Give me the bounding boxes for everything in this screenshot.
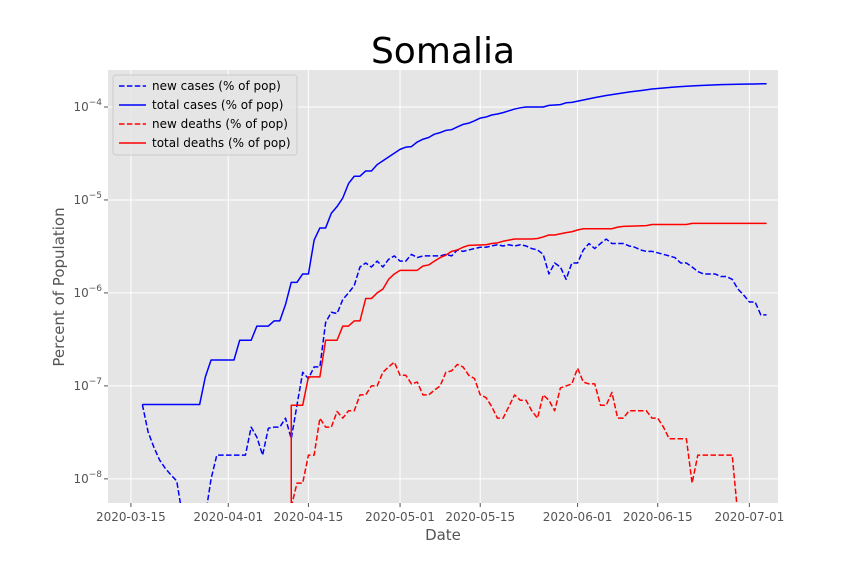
y-axis: 10−8 10−7 10−6 10−5 10−4 bbox=[73, 98, 108, 486]
legend-label: total deaths (% of pop) bbox=[152, 136, 291, 150]
series-line-3 bbox=[290, 222, 767, 503]
x-tick-label: 2020-05-15 bbox=[445, 510, 515, 524]
grid bbox=[108, 70, 778, 503]
y-tick-label: 10−8 bbox=[73, 470, 102, 486]
y-tick-label: 10−4 bbox=[73, 98, 102, 114]
x-tick-label: 2020-04-15 bbox=[274, 510, 344, 524]
legend-label: total cases (% of pop) bbox=[152, 98, 283, 112]
y-tick-label: 10−7 bbox=[73, 377, 102, 393]
series-layer bbox=[141, 82, 767, 503]
series-group bbox=[141, 82, 767, 503]
series-line-0 bbox=[141, 238, 767, 503]
legend-label: new cases (% of pop) bbox=[152, 79, 281, 93]
x-tick-label: 2020-06-15 bbox=[623, 510, 693, 524]
x-tick-label: 2020-05-01 bbox=[365, 510, 435, 524]
y-tick-label: 10−6 bbox=[73, 284, 102, 300]
y-axis-label: Percent of Population bbox=[50, 207, 68, 366]
legend-label: new deaths (% of pop) bbox=[152, 117, 288, 131]
series-line-1 bbox=[142, 82, 767, 406]
x-axis-label: Date bbox=[425, 526, 461, 544]
legend-box bbox=[112, 74, 298, 156]
series-line-2 bbox=[291, 361, 738, 503]
x-tick-label: 2020-03-15 bbox=[96, 510, 166, 524]
x-tick-label: 2020-06-01 bbox=[543, 510, 613, 524]
x-axis: 2020-03-15 2020-04-01 2020-04-15 2020-05-01… bbox=[96, 503, 784, 524]
y-tick-label: 10−5 bbox=[73, 191, 102, 207]
legend: new cases (% of pop) total cases (% of po… bbox=[112, 74, 298, 156]
chart-title: Somalia bbox=[371, 31, 515, 72]
x-tick-label: 2020-07-01 bbox=[714, 510, 784, 524]
x-tick-label: 2020-04-01 bbox=[193, 510, 263, 524]
